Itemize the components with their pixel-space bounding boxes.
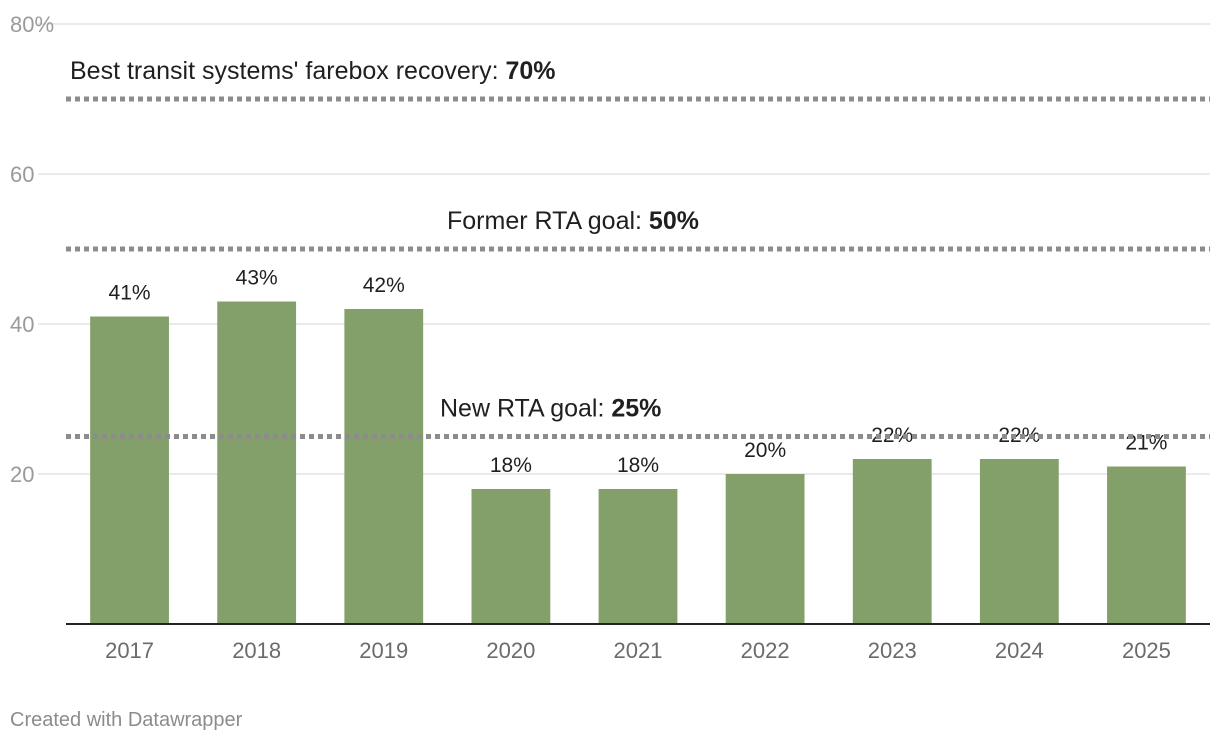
bar-2025 bbox=[1107, 466, 1186, 624]
reference-label-value: 50% bbox=[649, 207, 699, 235]
x-tick-label: 2019 bbox=[359, 638, 408, 663]
reference-label: New RTA goal: 25% bbox=[440, 395, 661, 423]
y-axis-ticks: 20 40 60 80% bbox=[10, 12, 54, 487]
bar-2021 bbox=[598, 489, 678, 624]
reference-label-text: Former RTA goal: bbox=[447, 207, 649, 235]
data-label: 43% bbox=[236, 267, 278, 290]
data-label: 18% bbox=[617, 454, 659, 477]
data-label: 42% bbox=[363, 274, 405, 297]
data-label: 20% bbox=[744, 439, 786, 462]
reference-label-value: 25% bbox=[611, 395, 661, 423]
data-labels: 41%43% 42%18% 18%20%22% 22% 21% bbox=[109, 267, 1168, 478]
x-tick-label: 2018 bbox=[232, 638, 281, 663]
y-tick-label: 40 bbox=[10, 312, 34, 337]
reference-lines: Best transit systems' farebox recovery: … bbox=[66, 57, 1210, 439]
reference-label-text: Best transit systems' farebox recovery: bbox=[70, 57, 505, 85]
x-tick-label: 2023 bbox=[868, 638, 917, 663]
reference-label: Best transit systems' farebox recovery: … bbox=[70, 57, 556, 85]
x-tick-label: 2020 bbox=[486, 638, 535, 663]
datawrapper-credit: Created with Datawrapper bbox=[10, 709, 243, 731]
x-tick-label: 2024 bbox=[995, 638, 1044, 663]
bar-2024 bbox=[979, 459, 1059, 624]
reference-label-value: 70% bbox=[505, 57, 555, 85]
bar-2017 bbox=[90, 316, 169, 624]
bar-2022 bbox=[725, 474, 805, 624]
y-tick-label: 60 bbox=[10, 162, 34, 187]
reference-label-text: New RTA goal: bbox=[440, 395, 611, 423]
bar-2020 bbox=[471, 489, 551, 624]
data-label: 18% bbox=[490, 454, 532, 477]
x-tick-label: 2025 bbox=[1122, 638, 1171, 663]
data-label: 41% bbox=[109, 282, 151, 305]
bars bbox=[90, 301, 1186, 624]
y-tick-label: 20 bbox=[10, 462, 34, 487]
bar-2023 bbox=[852, 459, 932, 624]
data-label: 22% bbox=[998, 424, 1040, 447]
x-tick-label: 2017 bbox=[105, 638, 154, 663]
bar-2019 bbox=[344, 309, 424, 624]
reference-label: Former RTA goal: 50% bbox=[447, 207, 699, 235]
x-tick-label: 2021 bbox=[614, 638, 663, 663]
bar-2018 bbox=[217, 301, 297, 624]
y-tick-label: 80% bbox=[10, 12, 54, 37]
x-tick-label: 2022 bbox=[741, 638, 790, 663]
x-axis-ticks: 2017 2018 2019 2020 2021 2022 2023 2024 2025 bbox=[105, 638, 1171, 663]
data-label: 22% bbox=[871, 424, 913, 447]
